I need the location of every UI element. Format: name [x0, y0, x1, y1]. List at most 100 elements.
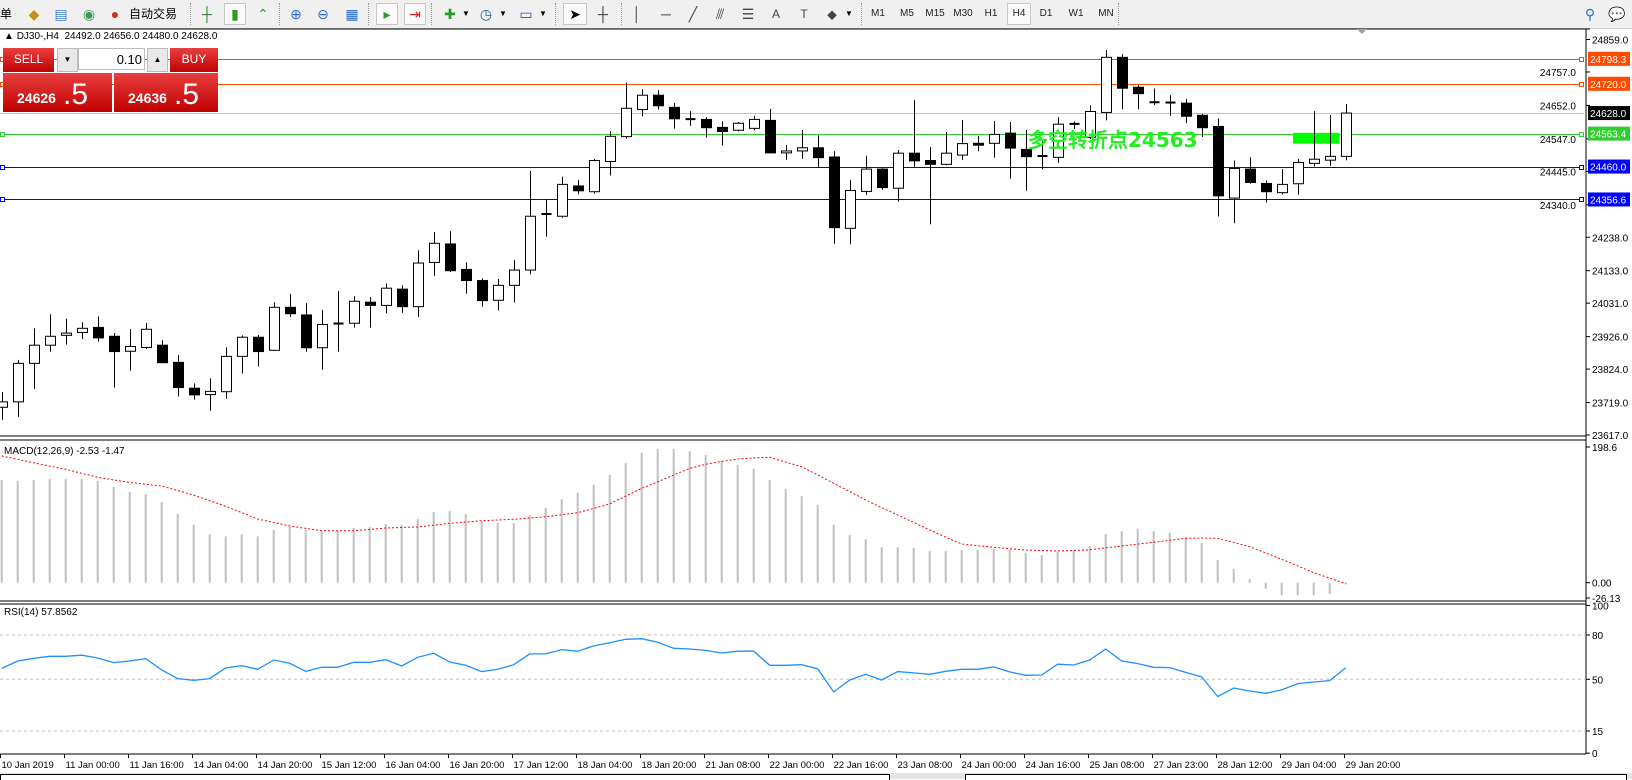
macd-histogram-bar	[448, 510, 451, 583]
market-watch-icon[interactable]: ◆	[28, 6, 40, 22]
time-axis-label: 14 Jan 20:00	[258, 760, 313, 771]
macd-histogram-bar	[800, 496, 803, 583]
timeframe-m15[interactable]: M15	[925, 8, 945, 19]
zoom-out-icon[interactable]: ⊖	[317, 6, 329, 22]
chart-tab[interactable]	[0, 774, 890, 780]
cursor-icon[interactable]: ➤	[563, 3, 587, 25]
price-tick-label: 24859.0	[1592, 36, 1629, 47]
timeframe-d1[interactable]: D1	[1039, 8, 1053, 19]
macd-histogram-bar	[624, 463, 627, 583]
line-chart-icon[interactable]: ⌃	[257, 6, 269, 22]
lot-increase-button[interactable]: ▲	[147, 48, 168, 72]
price-tick-label: 23617.0	[1592, 431, 1629, 442]
candle-bull	[269, 306, 280, 351]
candle-bear	[1133, 86, 1144, 95]
tile-windows-icon[interactable]: ▦	[345, 6, 359, 22]
chat-icon[interactable]: 💬	[1608, 6, 1626, 22]
candle-bull	[605, 135, 616, 162]
arrows-icon[interactable]: ⬥	[827, 6, 837, 22]
text-label-icon[interactable]: T	[800, 7, 808, 21]
price-line-label: 24798.3	[1590, 55, 1627, 66]
candle-bull	[1229, 167, 1240, 199]
line-handle-icon	[0, 197, 5, 202]
timeframe-h1[interactable]: H1	[984, 8, 998, 19]
timeframe-w1[interactable]: W1	[1068, 8, 1084, 19]
macd-histogram-bar	[1056, 551, 1059, 583]
terminal-icon[interactable]: ◉	[82, 6, 96, 22]
chart-shift-icon[interactable]: ⇥	[404, 3, 426, 25]
candle-bear	[253, 336, 264, 353]
templates-icon[interactable]: ▭	[519, 6, 533, 22]
macd-axis-label: 198.6	[1592, 443, 1617, 454]
candle-bear	[1245, 168, 1256, 183]
auto-scroll-icon[interactable]: ▸	[376, 3, 398, 25]
buy-price-button[interactable]: 24636 .5	[114, 73, 218, 112]
buy-button[interactable]: BUY	[170, 48, 218, 72]
search-icon[interactable]: ⚲	[1584, 6, 1596, 22]
auto-trading-icon[interactable]: ●	[110, 6, 120, 22]
candle-bull	[845, 189, 856, 229]
auto-trading-button[interactable]: 自动交易	[129, 7, 178, 21]
chart-tabs-bar	[0, 773, 1632, 780]
timeframe-m5[interactable]: M5	[900, 8, 914, 19]
navigator-icon[interactable]: ▤	[54, 6, 68, 22]
chevron-down-icon[interactable]: ▼	[539, 9, 547, 18]
candle-bear	[301, 314, 312, 349]
bar-chart-icon[interactable]: ┼	[202, 6, 212, 22]
macd-histogram-bar	[96, 481, 99, 583]
fibo-fan-icon[interactable]: ☰	[741, 6, 755, 22]
line-handle-icon	[1579, 82, 1584, 87]
candle-bull	[29, 344, 40, 364]
macd-histogram-bar	[1088, 545, 1091, 583]
sell-button[interactable]: SELL	[3, 48, 54, 72]
timeframe-m1[interactable]: M1	[871, 8, 885, 19]
chart-tab[interactable]	[965, 774, 1627, 780]
macd-histogram-bar	[640, 453, 643, 583]
menu-fragment[interactable]: 单	[0, 7, 13, 21]
macd-histogram-bar	[768, 480, 771, 583]
candle-bear	[1005, 132, 1016, 149]
timeframe-m30[interactable]: M30	[953, 8, 973, 19]
macd-histogram-bar	[256, 536, 259, 583]
timeframe-mn[interactable]: MN	[1098, 8, 1114, 19]
rsi-axis-label: 50	[1592, 675, 1604, 686]
macd-histogram-bar	[736, 465, 739, 583]
chevron-down-icon[interactable]: ▼	[462, 9, 470, 18]
chart-ohlc: 24492.0 24656.0 24480.0 24628.0	[64, 31, 218, 42]
horizontal-line-icon[interactable]: ─	[661, 6, 671, 22]
chevron-down-icon[interactable]: ▼	[499, 9, 507, 18]
buy-price-main: 24636	[128, 90, 167, 106]
macd-histogram-bar	[128, 491, 131, 583]
macd-histogram-bar	[16, 481, 19, 583]
indicators-icon[interactable]: ✚	[444, 6, 456, 22]
candle-bull	[1101, 56, 1112, 113]
macd-histogram-bar	[1184, 536, 1187, 583]
lot-decrease-button[interactable]: ▼	[57, 48, 78, 72]
macd-histogram-bar	[304, 529, 307, 583]
candle-bear	[189, 387, 200, 396]
lot-size-input[interactable]: 0.10	[78, 48, 145, 70]
trendline-icon[interactable]: ╱	[688, 6, 698, 22]
fibonacci-icon[interactable]: ⫻	[715, 6, 725, 22]
zoom-in-icon[interactable]: ⊕	[290, 6, 302, 22]
macd-histogram-bar	[1104, 533, 1107, 583]
timeframe-h4[interactable]: H4	[1007, 3, 1031, 25]
pivot-annotation-text[interactable]: 多空转折点24563	[1028, 128, 1198, 152]
vertical-line-icon[interactable]: │	[632, 6, 642, 22]
macd-histogram-bar	[960, 550, 963, 583]
macd-histogram-bar	[112, 487, 115, 583]
candle-bull	[381, 287, 392, 306]
candlestick-icon[interactable]: ▮	[224, 3, 246, 25]
time-axis-label: 10 Jan 2019	[2, 760, 54, 771]
price-line-label: 24356.6	[1590, 195, 1627, 206]
text-icon[interactable]: A	[771, 7, 780, 21]
sell-price-button[interactable]: 24626 .5	[3, 73, 112, 112]
price-tick-label: 23719.0	[1592, 399, 1629, 410]
macd-histogram-bar	[1136, 529, 1139, 583]
crosshair-icon[interactable]: ┼	[598, 6, 608, 22]
chevron-down-icon[interactable]: ▼	[845, 9, 853, 18]
collapse-triangle-icon[interactable]: ▲	[4, 31, 14, 42]
periods-icon[interactable]: ◷	[479, 6, 493, 22]
candle-bull	[557, 183, 568, 217]
